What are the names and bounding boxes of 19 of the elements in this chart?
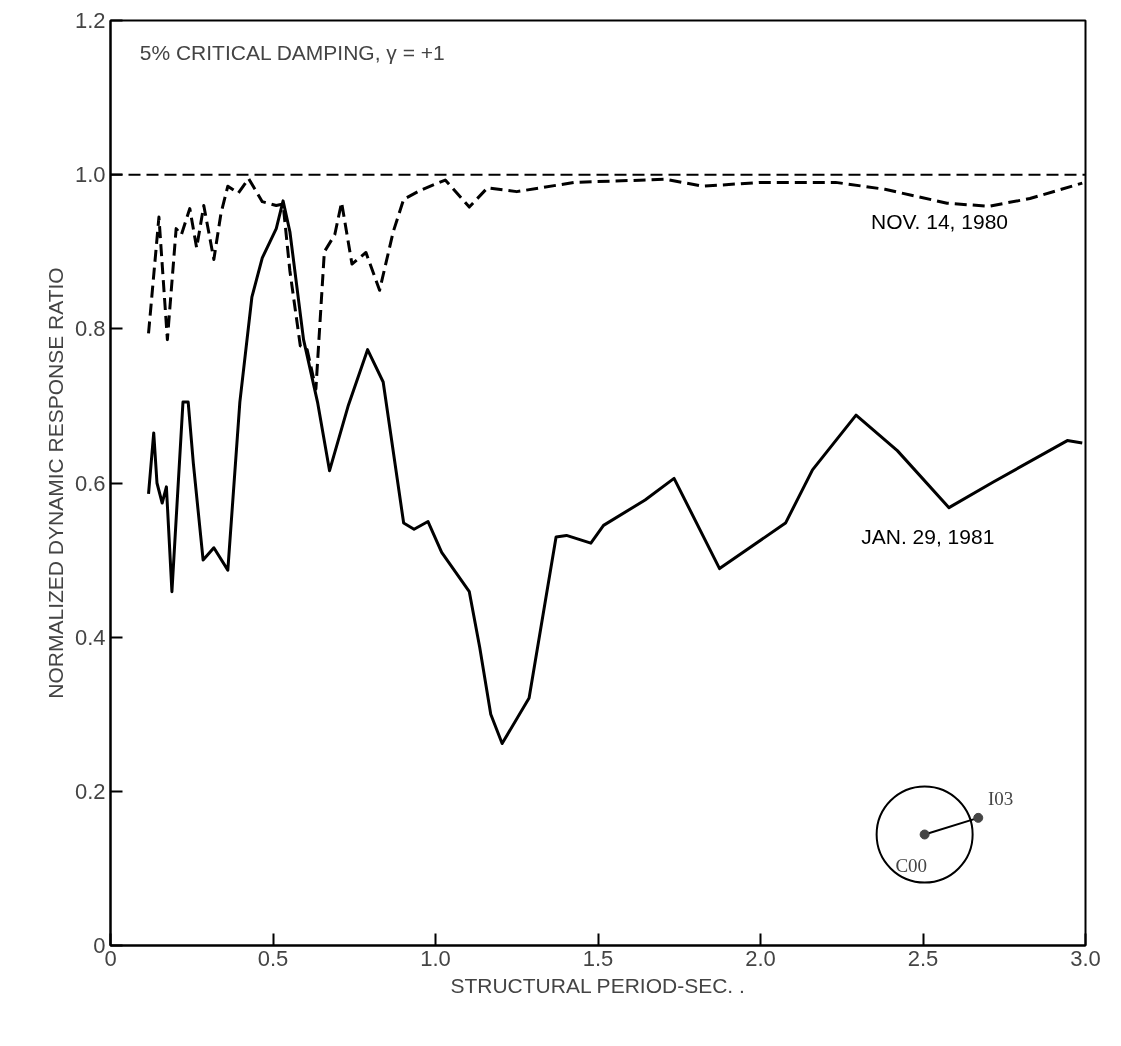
- series-label: JAN. 29, 1981: [861, 524, 995, 548]
- x-tick-label: 0.5: [257, 945, 289, 971]
- annotation: C00: [895, 855, 928, 877]
- x-tick-label: 1.0: [420, 945, 451, 971]
- x-tick-label: 2.0: [745, 945, 776, 971]
- y-axis-title: NORMALIZED DYNAMIC RESPONSE RATIO: [43, 267, 67, 699]
- x-tick-label: 1.5: [582, 945, 614, 971]
- y-tick-label: 1.2: [74, 8, 106, 33]
- series-label: NOV. 14, 1980: [871, 210, 1008, 234]
- y-tick-label: 0.8: [74, 316, 106, 342]
- y-tick-label: 0.6: [74, 470, 106, 496]
- x-tick-label: 2.5: [907, 945, 939, 971]
- x-tick-label: 3.0: [1070, 945, 1101, 971]
- annotation: I03: [988, 787, 1014, 809]
- text: 5% CRITICAL DAMPING, γ = +1: [139, 41, 445, 65]
- y-tick-label: 0.4: [74, 624, 106, 650]
- y-tick-label: 1.0: [74, 162, 106, 188]
- x-axis-title: STRUCTURAL PERIOD-SEC. .: [450, 973, 745, 997]
- y-tick-label: 0.2: [74, 778, 106, 804]
